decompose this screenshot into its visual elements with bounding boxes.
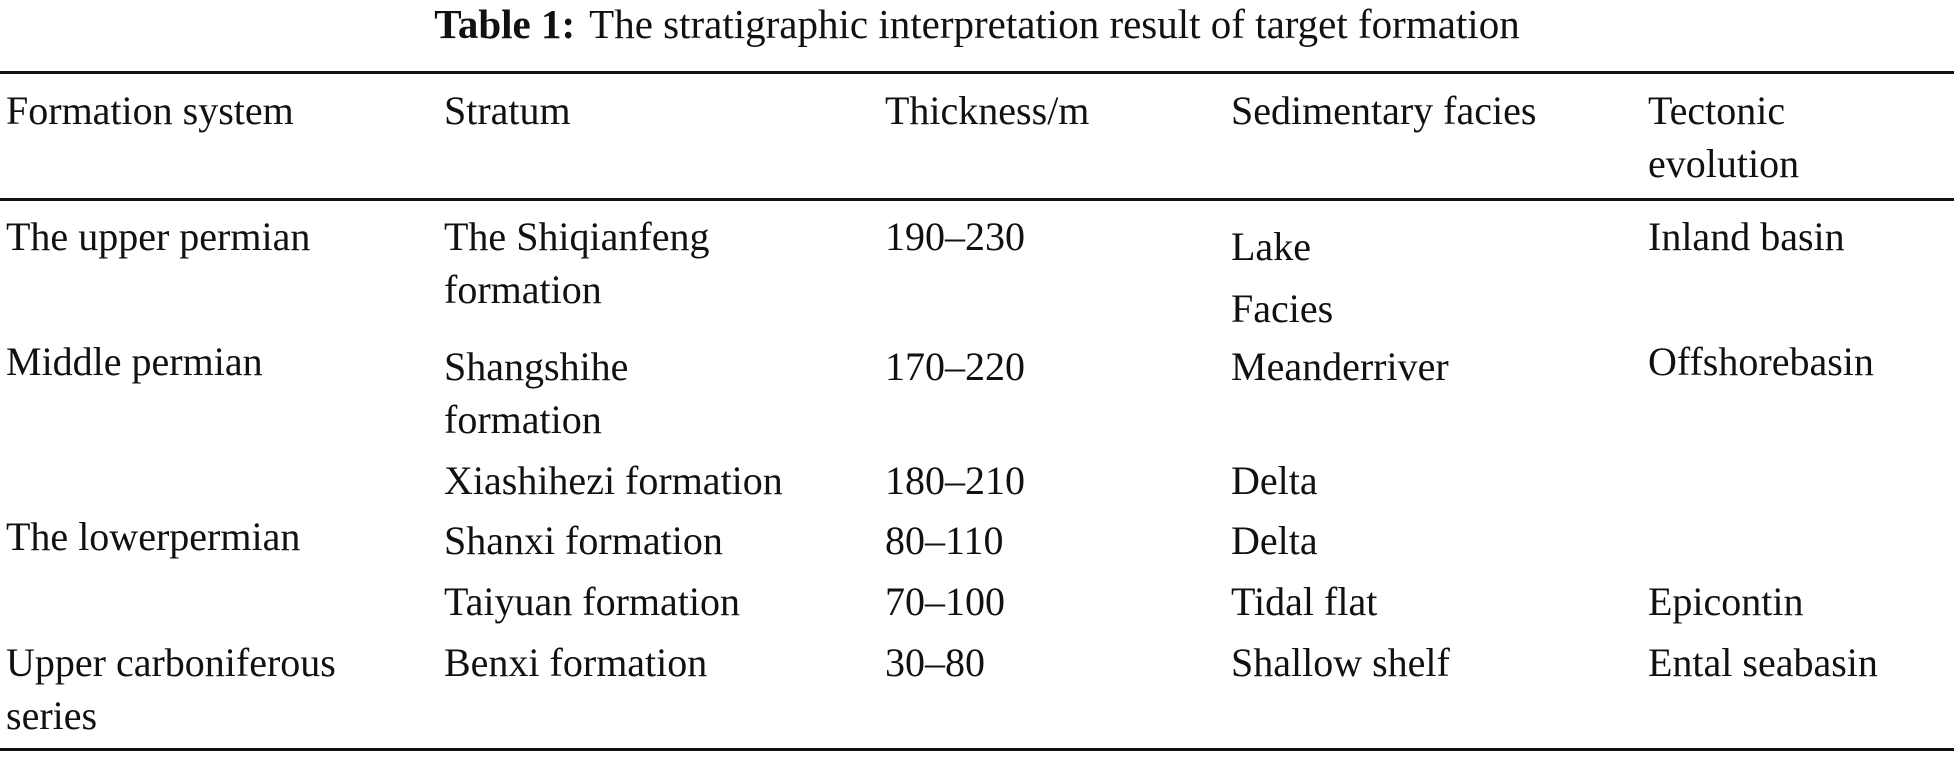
row2-tectonic: Offshorebasin (1648, 339, 1874, 384)
row3-stratum: Xiashihezi formation (444, 458, 783, 503)
table-bottom-rule (0, 748, 1954, 751)
row2-facies: Meanderriver (1231, 344, 1449, 389)
table-caption: Table 1: The stratigraphic interpretation… (0, 0, 1954, 52)
header-stratum: Stratum (444, 88, 571, 133)
row4-thickness: 80–110 (885, 518, 1004, 563)
header-sedimentary-facies: Sedimentary facies (1231, 88, 1537, 133)
table-top-rule (0, 71, 1954, 74)
row3-facies: Delta (1231, 458, 1318, 503)
row3-thickness: 180–210 (885, 458, 1025, 503)
row5-thickness: 70–100 (885, 579, 1005, 624)
row6-formation-system: Upper carboniferous series (6, 640, 336, 738)
row6-facies: Shallow shelf (1231, 640, 1450, 685)
row1-facies: Lake Facies (1231, 224, 1334, 331)
row6-stratum: Benxi formation (444, 640, 708, 685)
row1-tectonic: Inland basin (1648, 214, 1845, 259)
table-caption-text: The stratigraphic interpretation result … (589, 1, 1520, 47)
row2-thickness: 170–220 (885, 344, 1025, 389)
header-tectonic-evolution: Tectonic evolution (1648, 88, 1800, 186)
row4-stratum: Shanxi formation (444, 518, 723, 563)
row1-stratum: The Shiqianfeng formation (444, 214, 710, 312)
row5-facies: Tidal flat (1231, 579, 1378, 624)
row2-formation-system: Middle permian (6, 339, 263, 384)
table-header-rule (0, 198, 1954, 201)
header-formation-system: Formation system (6, 88, 294, 133)
row4-facies: Delta (1231, 518, 1318, 563)
row5-stratum: Taiyuan formation (444, 579, 740, 624)
row6-thickness: 30–80 (885, 640, 985, 685)
row1-formation-system: The upper permian (6, 214, 311, 259)
row5-tectonic: Epicontin (1648, 579, 1804, 624)
row2-stratum: Shangshihe formation (444, 344, 629, 442)
header-thickness: Thickness/m (885, 88, 1090, 133)
row6-tectonic: Ental seabasin (1648, 640, 1878, 685)
table-caption-label: Table 1: (434, 1, 576, 47)
row4-formation-system: The lowerpermian (6, 514, 301, 559)
row1-thickness: 190–230 (885, 214, 1025, 259)
